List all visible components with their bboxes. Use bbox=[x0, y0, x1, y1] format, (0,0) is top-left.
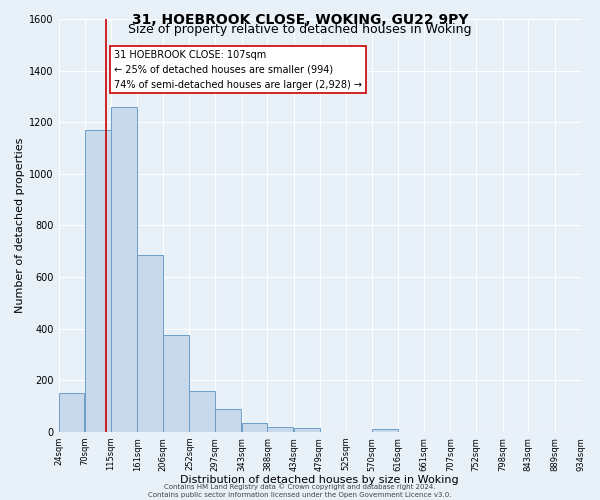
Bar bbox=[294, 428, 320, 432]
Y-axis label: Number of detached properties: Number of detached properties bbox=[15, 138, 25, 313]
Bar bbox=[268, 427, 293, 432]
Text: Size of property relative to detached houses in Woking: Size of property relative to detached ho… bbox=[128, 22, 472, 36]
Bar bbox=[137, 255, 163, 432]
Bar bbox=[163, 335, 189, 432]
Bar bbox=[59, 394, 85, 432]
Text: Contains HM Land Registry data © Crown copyright and database right 2024.
Contai: Contains HM Land Registry data © Crown c… bbox=[148, 484, 452, 498]
Bar bbox=[190, 390, 215, 432]
Bar bbox=[242, 423, 268, 432]
Bar bbox=[372, 430, 398, 432]
Bar bbox=[215, 408, 241, 432]
X-axis label: Distribution of detached houses by size in Woking: Distribution of detached houses by size … bbox=[180, 475, 459, 485]
Bar bbox=[85, 130, 111, 432]
Bar bbox=[111, 107, 137, 432]
Text: 31, HOEBROOK CLOSE, WOKING, GU22 9PY: 31, HOEBROOK CLOSE, WOKING, GU22 9PY bbox=[132, 12, 468, 26]
Text: 31 HOEBROOK CLOSE: 107sqm
← 25% of detached houses are smaller (994)
74% of semi: 31 HOEBROOK CLOSE: 107sqm ← 25% of detac… bbox=[114, 50, 362, 90]
